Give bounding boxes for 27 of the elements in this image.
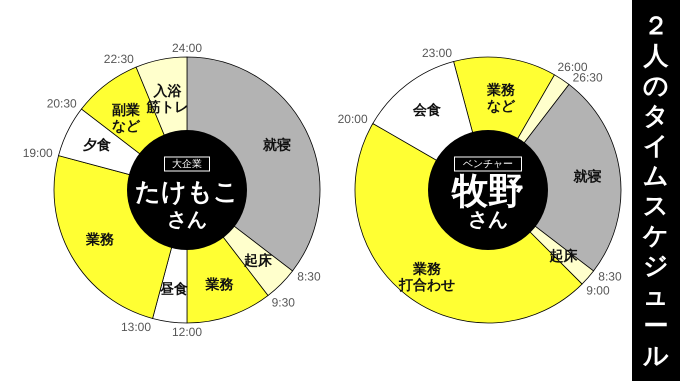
text: 24:00 [172,41,202,55]
text: 13:00 [120,320,152,334]
slice-label: 会食 [412,102,441,118]
text: 12:00 [172,325,202,339]
text: 23:00 [422,46,452,60]
text: 8:30 [598,269,622,284]
text: たけもこ [135,177,239,206]
slice-label: 業務など [486,82,516,114]
text: 22:30 [104,52,134,66]
text: ベンチャー [463,159,513,170]
slice-label: 就寝 [262,136,292,154]
text: 19:00 [22,146,54,160]
text: 20:30 [46,96,78,111]
slice-label: 就寝 [572,168,602,185]
text: 9:00 [586,283,610,298]
text: 大企業 [172,158,202,170]
slice-label: 業務 [84,232,115,248]
text: さん [167,207,207,231]
slice-label: 副業など [112,102,141,134]
slice-label: 起床 [243,252,274,270]
text: 9:30 [272,296,296,310]
text: 20:00 [338,112,368,126]
slice-label: 夕食 [82,138,111,154]
slice-label: 業務 [204,277,234,294]
text: 8:30 [297,269,321,284]
slice-label: 業務打合わせ [398,262,455,294]
chart-title: ２人のタイムスケジュール [643,10,669,370]
